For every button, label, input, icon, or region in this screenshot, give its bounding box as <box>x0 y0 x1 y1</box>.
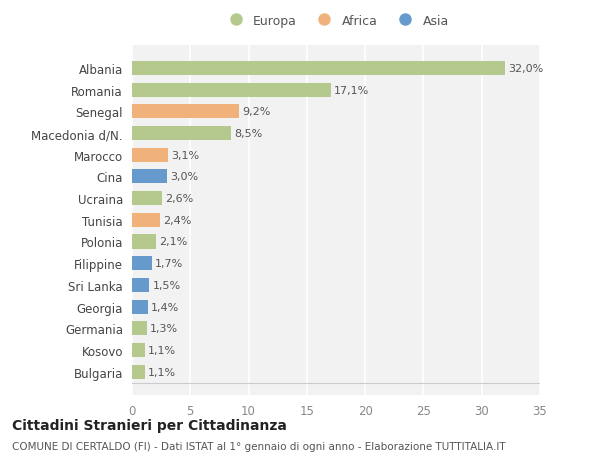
Text: COMUNE DI CERTALDO (FI) - Dati ISTAT al 1° gennaio di ogni anno - Elaborazione T: COMUNE DI CERTALDO (FI) - Dati ISTAT al … <box>12 441 506 451</box>
Bar <box>132 278 149 292</box>
Text: 1,5%: 1,5% <box>152 280 181 290</box>
Text: 3,1%: 3,1% <box>171 151 199 160</box>
Text: 1,1%: 1,1% <box>148 345 176 355</box>
Text: 2,1%: 2,1% <box>160 237 188 247</box>
Text: 1,3%: 1,3% <box>150 324 178 334</box>
Bar <box>132 105 239 119</box>
Bar <box>132 300 148 314</box>
Bar <box>132 343 145 357</box>
Bar <box>132 148 168 162</box>
Bar <box>132 235 157 249</box>
Legend: Europa, Africa, Asia: Europa, Africa, Asia <box>218 10 454 33</box>
Text: 8,5%: 8,5% <box>234 129 262 139</box>
Bar <box>132 365 145 379</box>
Text: 32,0%: 32,0% <box>508 64 543 74</box>
Bar <box>132 321 147 336</box>
Bar <box>132 213 160 227</box>
Text: Cittadini Stranieri per Cittadinanza: Cittadini Stranieri per Cittadinanza <box>12 418 287 431</box>
Text: 9,2%: 9,2% <box>242 107 271 117</box>
Text: 3,0%: 3,0% <box>170 172 198 182</box>
Text: 17,1%: 17,1% <box>334 85 370 95</box>
Bar <box>132 84 331 97</box>
Text: 1,7%: 1,7% <box>155 258 183 269</box>
Text: 1,1%: 1,1% <box>148 367 176 377</box>
Text: 2,6%: 2,6% <box>165 194 193 204</box>
Bar <box>132 127 231 141</box>
Text: 1,4%: 1,4% <box>151 302 179 312</box>
Bar <box>132 257 152 271</box>
Text: 2,4%: 2,4% <box>163 215 191 225</box>
Bar <box>132 192 163 206</box>
Bar <box>132 62 505 76</box>
Bar <box>132 170 167 184</box>
